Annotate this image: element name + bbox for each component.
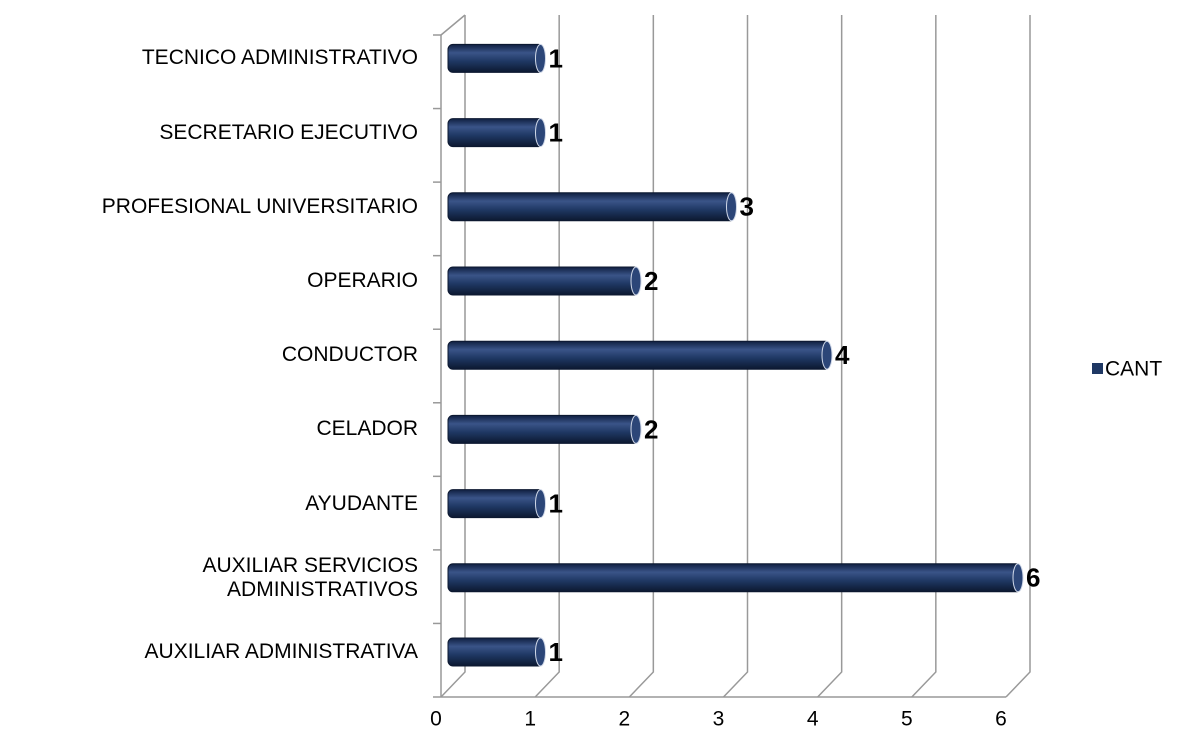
- data-label: 6: [1026, 563, 1040, 593]
- grid-line: [534, 15, 560, 698]
- x-tick-label: 1: [524, 708, 536, 731]
- data-label: 1: [549, 637, 563, 667]
- bar-cap: [726, 192, 737, 222]
- y-tick-label: TECNICO ADMINISTRATIVO: [141, 46, 418, 70]
- y-tick-label: PROFESIONAL UNIVERSITARIO: [101, 194, 418, 218]
- y-tick-label: AUXILIAR SERVICIOS ADMINISTRATIVOS: [202, 553, 418, 601]
- y-tick-label: AUXILIAR ADMINISTRATIVA: [144, 640, 418, 663]
- grid-line: [1005, 15, 1031, 698]
- data-label: 3: [740, 192, 754, 222]
- bar-cap: [535, 43, 546, 73]
- bar: [447, 118, 544, 148]
- bar-cap: [535, 118, 546, 148]
- y-tick-label: AYUDANTE: [305, 491, 418, 515]
- legend-label: CANT: [1105, 358, 1162, 381]
- data-label: 1: [549, 43, 563, 73]
- bar-cap: [630, 266, 642, 296]
- legend-swatch: [1092, 363, 1103, 374]
- bar-cap: [535, 489, 546, 519]
- x-tick-label: 4: [807, 708, 819, 731]
- x-tick-label: 5: [901, 708, 913, 731]
- bar-cap: [535, 637, 546, 667]
- grid-line: [440, 15, 466, 698]
- y-tick-label: CELADOR: [316, 417, 418, 441]
- bar: [447, 192, 735, 222]
- grid-line: [628, 15, 655, 698]
- bar: [447, 563, 1022, 593]
- x-tick-label: 3: [713, 708, 725, 731]
- x-tick-label: 0: [430, 708, 442, 731]
- wall-edge: [440, 14, 466, 36]
- data-label: 1: [549, 488, 563, 518]
- data-label: 1: [549, 117, 563, 147]
- data-label: 2: [644, 414, 658, 444]
- bar-cap: [1012, 563, 1024, 593]
- bar: [447, 340, 831, 370]
- y-tick-label: SECRETARIO EJECUTIVO: [159, 120, 418, 144]
- grid-line: [722, 15, 749, 698]
- x-tick-label: 2: [618, 708, 630, 731]
- data-label: 4: [835, 340, 850, 370]
- x-tick-label: 6: [995, 708, 1007, 731]
- bar-cap: [630, 414, 642, 444]
- bar: [447, 266, 640, 296]
- grid-line: [817, 15, 843, 698]
- grid-line: [911, 15, 937, 698]
- bar: [447, 43, 544, 73]
- y-tick-label: OPERARIO: [307, 269, 418, 292]
- bar-cap: [821, 340, 833, 370]
- bar: [447, 489, 544, 519]
- bar: [447, 414, 640, 444]
- data-label: 2: [644, 266, 658, 296]
- bar: [447, 637, 544, 667]
- y-tick-label: CONDUCTOR: [281, 343, 418, 367]
